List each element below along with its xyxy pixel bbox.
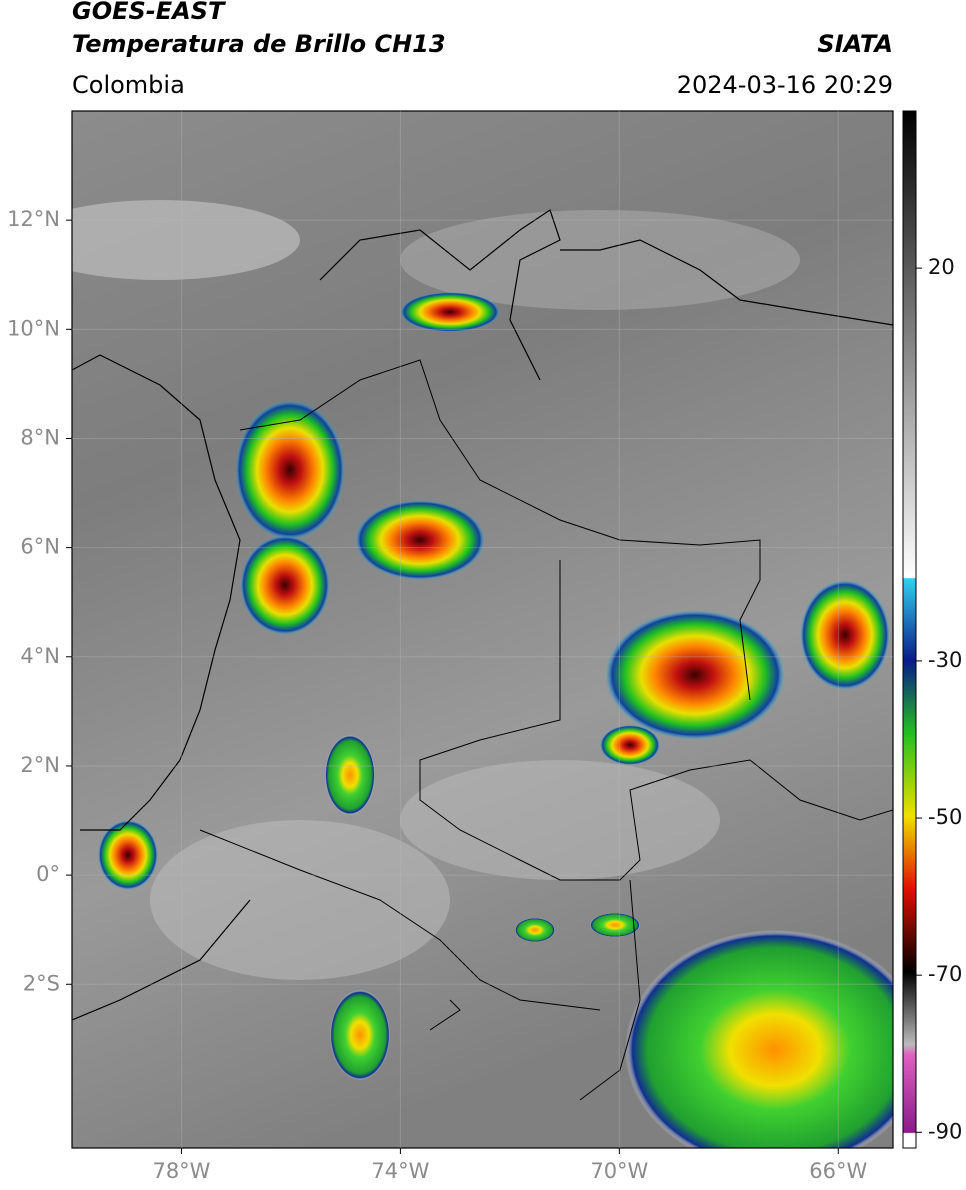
y-tick-label: 12°N [7,207,60,231]
y-tick-label: 6°N [20,535,60,559]
map-frame [71,110,894,1149]
colorbar-tick-label: -30 [928,648,962,672]
y-tick-label: 2°N [20,753,60,777]
y-tick-label: 0° [36,862,60,886]
colorbar-tick-label: 20 [928,255,955,279]
colorbar-tick-label: -50 [928,805,962,829]
y-tick-label: 4°N [20,644,60,668]
colorbar-tick-label: -90 [928,1119,962,1143]
y-tick-label: 2°S [23,971,60,995]
x-tick-label: 66°W [809,1159,867,1183]
header: GOES-EAST Temperatura de Brillo CH13 Col… [72,0,893,99]
x-tick-label: 74°W [371,1159,429,1183]
region: Colombia [72,71,185,99]
source: SIATA [817,30,893,58]
y-tick-label: 10°N [7,316,60,340]
colorbar-tick-label: -70 [928,962,962,986]
x-tick-label: 78°W [152,1159,210,1183]
subtitle: Temperatura de Brillo CH13 [72,30,446,58]
colorbar [902,110,917,1149]
datetime: 2024-03-16 20:29 [677,71,893,99]
y-tick-label: 8°N [20,425,60,449]
title: GOES-EAST [72,0,226,25]
map-image [72,111,893,1148]
x-tick-label: 70°W [590,1159,648,1183]
